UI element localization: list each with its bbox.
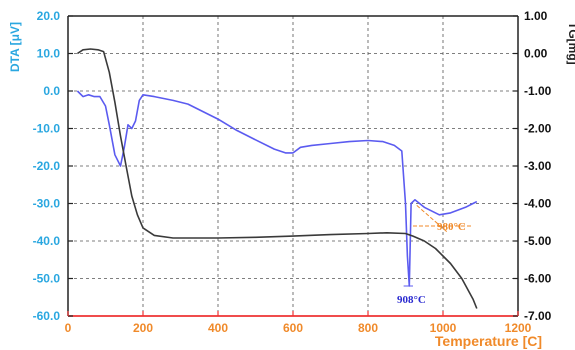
- y-left-axis-title: DTA [μV]: [8, 22, 22, 72]
- y-right-tick-labels: 1.00 0.00 -1.00 -2.00 -3.00 -4.00 -5.00 -6.00 -7…: [524, 9, 552, 323]
- y-right-tick-label: 1.00: [524, 9, 548, 23]
- y-right-tick-label: -2.00: [524, 122, 552, 136]
- y-left-tick-label: -50.0: [33, 272, 61, 286]
- x-tick-label: 800: [358, 321, 378, 335]
- y-left-tick-label: -20.0: [33, 159, 61, 173]
- x-tick-labels: 0 200 400 600 800 1000 1200: [65, 321, 532, 335]
- x-tick-label: 600: [283, 321, 303, 335]
- plot-frame: [67, 15, 519, 317]
- y-right-tick-label: 0.00: [524, 47, 548, 61]
- x-tick-label: 200: [133, 321, 153, 335]
- y-left-tick-label: 0.0: [43, 84, 60, 98]
- y-left-tick-label: 10.0: [37, 47, 61, 61]
- y-right-tick-label: -6.00: [524, 272, 552, 286]
- grid: [68, 16, 518, 316]
- series-tg-line: [76, 48, 478, 309]
- y-left-tick-label: -60.0: [33, 309, 61, 323]
- x-axis-title: Temperature [C]: [435, 333, 542, 349]
- y-right-tick-label: -5.00: [524, 234, 552, 248]
- x-tick-label: 0: [65, 321, 72, 335]
- y-right-axis-title: TG[mg]: [566, 22, 575, 65]
- series-dta-line: [76, 90, 478, 287]
- y-left-tick-label: -30.0: [33, 197, 61, 211]
- y-left-tick-label: -40.0: [33, 234, 61, 248]
- y-right-tick-label: -1.00: [524, 84, 552, 98]
- y-right-tick-label: -3.00: [524, 159, 552, 173]
- x-tick-label: 1200: [505, 321, 532, 335]
- y-left-tick-labels: 20.0 10.0 0.0 -10.0 -20.0 -30.0 -40.0 -50.0 -60.…: [33, 9, 61, 323]
- y-right-tick-label: -4.00: [524, 197, 552, 211]
- series-layer: [76, 48, 478, 309]
- x-tick-label: 400: [208, 321, 228, 335]
- x-tick-label: 1000: [430, 321, 457, 335]
- annotation-908: 908°C: [397, 294, 426, 306]
- onset-tangent: [416, 204, 448, 233]
- y-left-tick-label: 20.0: [37, 9, 61, 23]
- annotation-980: 980°C: [437, 221, 466, 233]
- reference-lines: [403, 204, 473, 287]
- y-right-tick-label: -7.00: [524, 309, 552, 323]
- y-left-tick-label: -10.0: [33, 122, 61, 136]
